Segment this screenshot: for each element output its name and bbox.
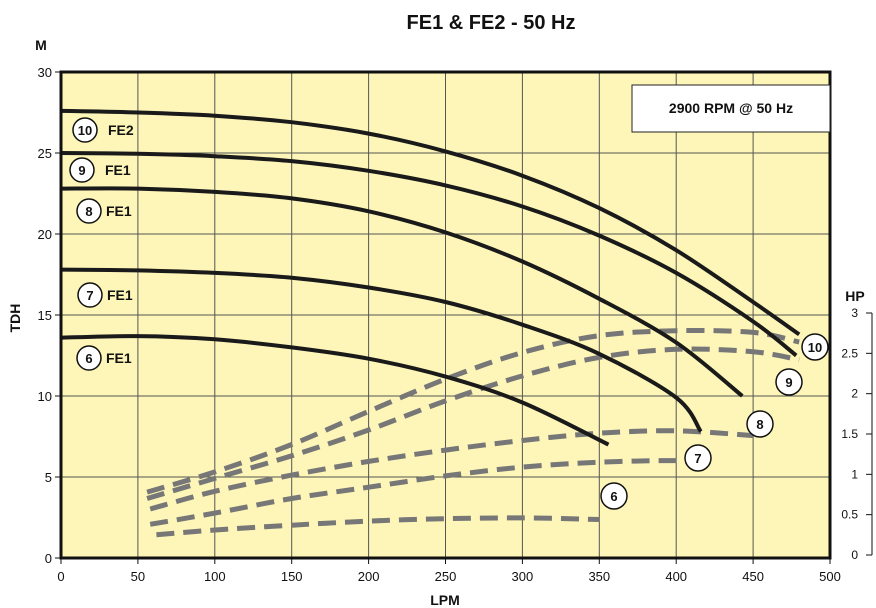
power-marker-circle — [600, 482, 628, 510]
head-curve-8 — [60, 186, 744, 398]
hp-tick-label: 2 — [851, 387, 858, 401]
x-axis-label: LPM — [430, 592, 460, 608]
curve-marker-circle — [72, 117, 98, 143]
power-curve-10 — [146, 327, 800, 495]
hp-tick-label: 0.5 — [841, 508, 858, 522]
head-curve-10 — [60, 108, 801, 337]
head-curve-9 — [60, 151, 798, 358]
y-tick-label: 25 — [38, 146, 52, 161]
power-marker-6: 6 — [600, 482, 628, 510]
chart-title: FE1 & FE2 - 50 Hz — [407, 12, 576, 34]
power-curve-8 — [149, 428, 754, 512]
y-tick-label: 15 — [38, 308, 52, 323]
curve-marker-number: 6 — [85, 351, 92, 366]
curve-marker-circle — [69, 157, 95, 183]
curve-marker-9: 9 FE1 — [69, 157, 131, 183]
x-tick-label: 200 — [358, 569, 380, 584]
x-tick-label: 400 — [665, 569, 687, 584]
power-marker-circle — [775, 368, 803, 396]
x-tick-label: 50 — [131, 569, 145, 584]
head-curves — [60, 108, 801, 447]
curve-marker-model: FE1 — [107, 287, 133, 303]
curve-marker-circle — [76, 198, 102, 224]
curve-marker-model: FE1 — [106, 203, 132, 219]
curve-marker-8: 8 FE1 — [76, 198, 132, 224]
power-marker-8: 8 — [746, 410, 774, 438]
y-tick-label: 0 — [45, 551, 52, 566]
rpm-note-text: 2900 RPM @ 50 Hz — [669, 100, 793, 116]
x-tick-label: 150 — [281, 569, 303, 584]
power-curves — [146, 327, 800, 538]
power-curve-9 — [146, 346, 800, 501]
curve-marker-10: 10 FE2 — [72, 117, 134, 143]
curve-marker-model: FE1 — [105, 162, 131, 178]
power-marker-9: 9 — [775, 368, 803, 396]
y-tick-label: 20 — [38, 227, 52, 242]
curve-marker-6: 6 FE1 — [76, 345, 132, 371]
y-tick-label: 5 — [45, 470, 52, 485]
rpm-note: 2900 RPM @ 50 Hz — [631, 84, 831, 133]
y-axis-label: TDH — [7, 304, 23, 333]
curve-marker-circle — [76, 345, 102, 371]
x-tick-label: 250 — [435, 569, 457, 584]
y-tick-label: 30 — [38, 65, 52, 80]
power-marker-circle — [746, 410, 774, 438]
x-tick-label: 350 — [588, 569, 610, 584]
head-curve-6 — [60, 334, 610, 447]
curve-marker-7: 7 FE1 — [77, 282, 133, 308]
x-tick-label: 100 — [204, 569, 226, 584]
y-axis-ticks: 0 5 10 15 20 25 30 — [38, 65, 61, 566]
rpm-note-box — [631, 84, 831, 133]
power-marker-number: 9 — [785, 375, 792, 390]
power-marker-number: 10 — [808, 340, 822, 355]
power-marker-circle — [801, 333, 829, 361]
hp-axis: 0 0.5 1 1.5 2 2.5 3 — [841, 306, 873, 562]
curve-marker-model: FE2 — [108, 122, 134, 138]
power-curve-7 — [149, 458, 700, 527]
hp-axis-unit: HP — [845, 288, 864, 304]
curve-marker-circle — [77, 282, 103, 308]
x-tick-label: 450 — [742, 569, 764, 584]
x-tick-label: 0 — [57, 569, 64, 584]
power-marker-7: 7 — [684, 444, 712, 472]
hp-tick-label: 3 — [851, 306, 858, 320]
power-marker-circle — [684, 444, 712, 472]
x-axis-ticks: 0 50 100 150 200 250 300 350 400 450 500 — [57, 558, 841, 584]
hp-tick-label: 1.5 — [841, 427, 858, 441]
curve-marker-number: 8 — [85, 204, 92, 219]
power-marker-10: 10 — [801, 333, 829, 361]
power-marker-number: 8 — [756, 417, 763, 432]
hp-tick-label: 2.5 — [841, 346, 858, 360]
head-curve-7 — [60, 267, 703, 433]
y-tick-label: 10 — [38, 389, 52, 404]
curve-marker-number: 9 — [78, 163, 85, 178]
y-axis-unit: M — [35, 37, 47, 53]
curve-marker-model: FE1 — [106, 350, 132, 366]
power-marker-number: 7 — [694, 451, 701, 466]
hp-tick-label: 1 — [851, 467, 858, 481]
curve-marker-number: 10 — [78, 123, 92, 138]
x-tick-label: 500 — [819, 569, 841, 584]
hp-tick-label: 0 — [851, 548, 858, 562]
power-curve-6 — [156, 515, 600, 538]
power-marker-number: 6 — [610, 489, 617, 504]
x-tick-label: 300 — [512, 569, 534, 584]
curve-marker-number: 7 — [86, 288, 93, 303]
